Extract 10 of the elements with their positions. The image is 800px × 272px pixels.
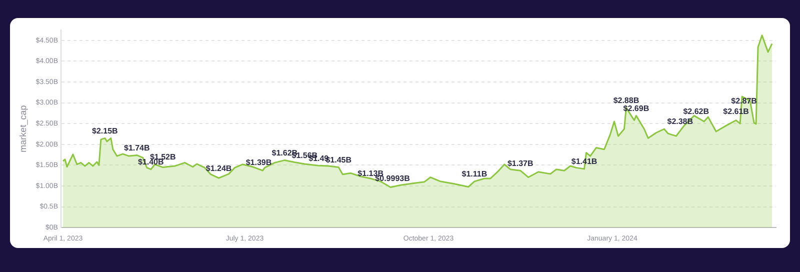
annotation: $1.24B <box>206 164 232 174</box>
annotation: $2.88B <box>613 96 640 105</box>
annotation: $2.15B <box>92 126 118 136</box>
annotation: $2.62B <box>683 106 710 116</box>
annotation: $1.11B <box>462 170 488 179</box>
annotation: $2.69B <box>623 104 650 113</box>
annotation: $1.37B <box>507 158 534 168</box>
annotation: $1.39B <box>246 158 272 167</box>
annotation: $1.74B <box>124 143 150 152</box>
y-axis-title: market_cap <box>18 105 28 152</box>
